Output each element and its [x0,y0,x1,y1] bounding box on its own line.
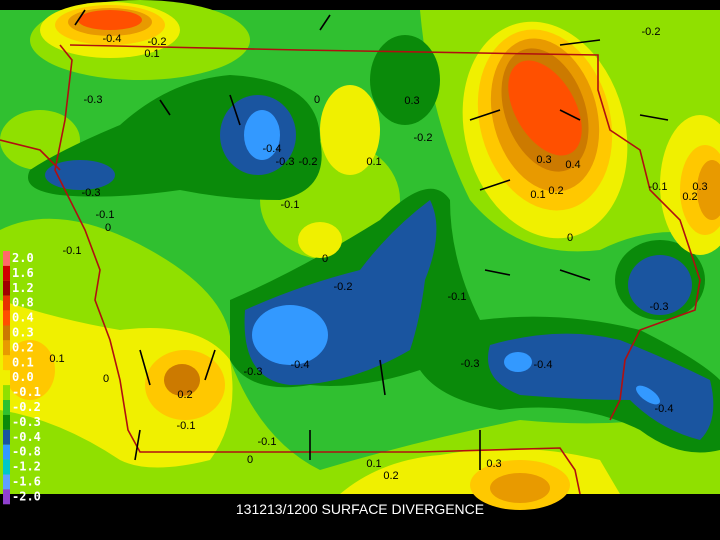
legend-label: -0.8 [12,445,41,459]
legend-label: -0.2 [12,400,41,414]
map-field [0,0,720,510]
contour-label: 0 [105,222,111,234]
contour-label: -0.3 [244,366,263,378]
legend-swatch [3,414,10,430]
contour-label: 0 [567,232,573,244]
legend-swatch [3,325,10,341]
contour-label: -0.3 [276,156,295,168]
contour-label: -0.1 [649,181,668,193]
map-title: 131213/1200 SURFACE DIVERGENCE [236,501,484,517]
contour-label: 0.3 [536,154,551,166]
contour-label: -0.3 [650,301,669,313]
contour-label: 0.1 [530,189,545,201]
legend-label: -1.2 [12,460,41,474]
contour-label: -0.1 [96,209,115,221]
legend-label: 0.8 [12,296,34,310]
legend-swatch [3,400,10,415]
contour-label: -0.3 [461,358,480,370]
legend-swatch [3,340,10,356]
contour-label: -0.1 [258,436,277,448]
legend-swatch [3,355,10,371]
legend-label: -0.3 [12,415,41,429]
wind-barbs [74,9,669,470]
contour-label: 0.3 [692,181,707,193]
contour-label: 0.4 [565,159,580,171]
contour-label: -0.2 [642,26,661,38]
contour-label: 0.2 [383,470,398,482]
contour-label: -0.3 [82,187,101,199]
legend-swatch [3,310,10,326]
legend-label: -2.0 [12,489,41,503]
legend-swatch [3,429,10,445]
legend-label: 0.2 [12,340,34,354]
contour-label: -0.2 [414,132,433,144]
contour-label: -0.4 [655,403,674,415]
contour-label: 0.2 [682,191,697,203]
contour-label: 0.1 [366,156,381,168]
contour-label: -0.2 [299,156,318,168]
contour-label: 0.2 [177,389,192,401]
contour-label: -0.2 [148,36,167,48]
contour-label: 0.1 [144,48,159,60]
legend-swatch [3,444,10,460]
contour-label: 0.1 [366,458,381,470]
legend-swatch [3,474,10,490]
legend-swatch [3,370,10,386]
legend-swatch [3,385,10,400]
contour-label: 0 [322,253,328,265]
contour-label: -0.1 [177,420,196,432]
contour-label: -0.4 [263,143,282,155]
contour-label: -0.2 [334,281,353,293]
contour-label: 0.3 [486,458,501,470]
contour-label: 0.1 [49,353,64,365]
legend-label: 0.1 [12,355,34,369]
legend-label: -0.4 [12,430,41,444]
legend-swatch [3,459,10,475]
contour-label: -0.3 [84,94,103,106]
color-legend: 2.01.61.20.80.40.30.20.10.0-0.1-0.2-0.3-… [3,251,41,505]
contour-label: -0.4 [291,359,310,371]
legend-swatch [3,280,10,296]
legend-label: 0.3 [12,326,34,340]
contour-label: -0.4 [103,33,122,45]
contour-label: 0 [103,373,109,385]
contour-label: 0 [314,94,320,106]
legend-label: -0.1 [12,385,41,399]
legend-swatch [3,295,10,311]
contour-label: 0.2 [548,185,563,197]
contour-label: -0.4 [534,359,553,371]
contour-label: 0.3 [404,95,419,107]
contour-labels: -0.4 -0.20.1-0.3 0 0.3-0.4-0.3 -0.2 0.1-0.20.… [49,26,707,482]
contour-label: 0 [247,454,253,466]
legend-label: 1.2 [12,281,34,295]
legend-swatch [3,251,10,266]
legend-swatch [3,265,10,281]
legend-label: 0.0 [12,370,34,384]
legend-label: 2.0 [12,251,34,265]
legend-label: 1.6 [12,266,34,280]
contour-label: -0.1 [448,291,467,303]
state-borders [0,44,701,495]
legend-label: -1.6 [12,475,41,489]
legend-swatch [3,489,10,505]
legend-label: 0.4 [12,311,34,325]
contour-label: -0.1 [63,245,82,257]
contour-label: -0.1 [281,199,300,211]
